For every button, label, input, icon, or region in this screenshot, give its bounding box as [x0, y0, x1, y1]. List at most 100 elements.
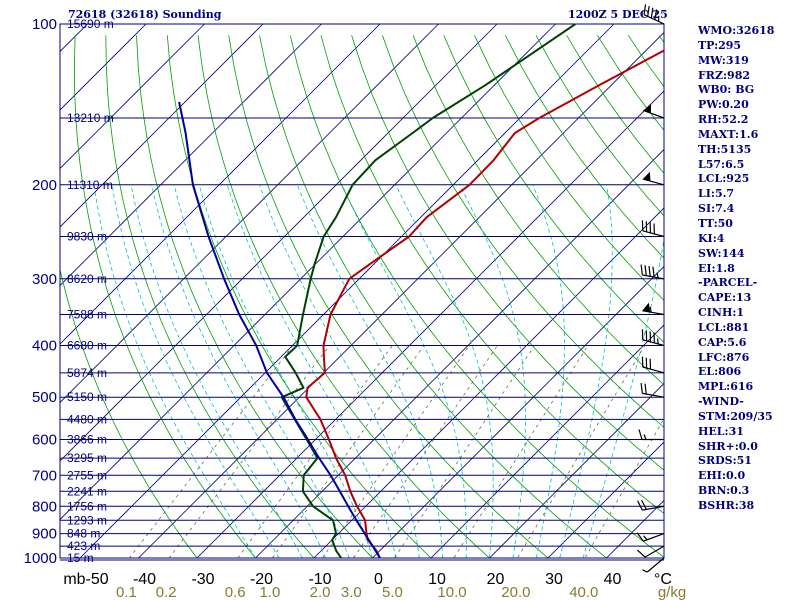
index-item: LFC:876 — [698, 350, 750, 364]
pressure-tick-label: 1000 — [24, 550, 57, 567]
mixing-ratio-label: 3.0 — [341, 584, 362, 600]
index-item: EI:1.8 — [698, 261, 735, 275]
plot-frame — [59, 23, 665, 559]
moist-adiabat — [151, 184, 327, 558]
isotherm-line — [196, 90, 664, 558]
mixing-ratio-label: 20.0 — [501, 584, 530, 600]
height-label: 423 m — [67, 539, 100, 553]
height-label: 8620 m — [67, 272, 107, 286]
barb-full — [649, 222, 652, 233]
dry-adiabat — [412, 35, 664, 386]
barb-full — [648, 265, 651, 277]
pressure-tick-label: 200 — [32, 177, 57, 194]
barb-half — [643, 434, 647, 440]
barb-full — [641, 220, 644, 231]
isotherm-line — [371, 265, 664, 558]
barb-shaft — [643, 533, 665, 542]
barb-full — [636, 549, 646, 558]
index-item: EL:806 — [698, 365, 742, 379]
height-label: 4480 m — [67, 412, 107, 426]
barb-full — [644, 383, 647, 395]
dry-adiabat — [320, 35, 664, 514]
temperature-tick-label: mb-50 — [63, 571, 108, 588]
height-label: 848 m — [67, 527, 100, 541]
dry-adiabat — [504, 35, 664, 259]
pressure-tick-label: 300 — [32, 271, 57, 288]
dry-adiabat — [228, 35, 549, 558]
mixing-ratio-line — [321, 345, 470, 558]
height-label: 1756 m — [67, 499, 107, 513]
barb-full — [643, 4, 647, 15]
mixing-ratio-label: 10.0 — [437, 584, 466, 600]
wind-barb — [641, 329, 665, 347]
dewpoint-line — [280, 24, 576, 558]
barb-shaft — [644, 545, 665, 558]
index-item: SI:7.4 — [698, 202, 735, 216]
barb-full — [645, 357, 648, 369]
height-label: 5874 m — [67, 366, 107, 380]
mixing-ratio-line — [516, 345, 646, 558]
barb-full — [641, 499, 647, 510]
index-item: CAP:5.6 — [698, 335, 747, 349]
index-item: TP:295 — [698, 38, 742, 52]
index-item: CINH:1 — [698, 306, 745, 320]
barb-shaft — [642, 366, 665, 374]
barb-full — [652, 266, 655, 278]
barb-full — [640, 382, 643, 394]
valid-time: 1200Z 5 DEC 25 — [568, 8, 668, 21]
barb-half — [642, 569, 648, 573]
barb-shaft — [646, 557, 665, 573]
barb-full — [644, 265, 647, 276]
pressure-tick-label: 500 — [32, 389, 57, 406]
pressure-tick-label: 700 — [32, 467, 57, 484]
height-label: 7588 m — [67, 308, 107, 322]
mixing-ratio-label: 5.0 — [382, 584, 403, 600]
parcel-line — [178, 101, 382, 558]
station-title: 72618 (32618) Sounding — [68, 8, 222, 21]
index-item: LI:5.7 — [698, 187, 735, 201]
moist-adiabat — [395, 184, 494, 558]
index-item: LCL:881 — [698, 320, 750, 334]
pressure-tick-label: 800 — [32, 498, 57, 515]
barb-half — [643, 535, 648, 541]
index-item: L57:6.5 — [698, 157, 745, 171]
index-item: MW:319 — [698, 53, 749, 67]
barb-full — [650, 7, 654, 19]
index-item: MPL:616 — [698, 380, 754, 394]
dry-adiabat — [73, 35, 257, 558]
temperature-line — [305, 49, 664, 558]
index-item: SRDS:51 — [698, 454, 752, 468]
height-label: 9830 m — [67, 230, 107, 244]
pressure-tick-label: 600 — [32, 432, 57, 449]
moist-adiabat — [93, 184, 256, 558]
barb-half — [657, 16, 660, 22]
wind-barb — [641, 220, 665, 238]
height-label: 15 m — [67, 551, 94, 565]
index-item: BSHR:38 — [698, 499, 755, 512]
barb-full — [641, 329, 644, 340]
height-label: 6680 m — [67, 339, 107, 353]
mixing-ratio-label: 0.1 — [116, 584, 137, 600]
wind-barb — [636, 545, 665, 558]
height-label: 5150 m — [67, 390, 107, 404]
index-item: MAXT:1.6 — [698, 127, 759, 141]
barb-full — [647, 5, 650, 17]
moist-adiabat — [532, 184, 565, 558]
barb-full — [645, 221, 648, 232]
index-item: WB0: BG — [698, 83, 755, 97]
wind-barb — [640, 264, 665, 280]
pressure-tick-label: 100 — [32, 16, 57, 33]
index-item: STM:209/35 — [698, 409, 773, 423]
temperature-tick-label: -40 — [133, 571, 156, 588]
moist-adiabat — [259, 184, 420, 558]
isotherm-line — [430, 324, 664, 558]
wind-barb — [638, 429, 664, 441]
indices-list: WMO:32618 TP:295 MW:319 FRZ:982 WB0: BG PW:0.… — [698, 24, 774, 514]
temperature-tick-label: 0 — [374, 571, 383, 588]
index-item: RH:52.2 — [698, 113, 749, 127]
isotherm-line — [79, 24, 615, 558]
index-item: -WIND- — [698, 395, 744, 409]
height-label: 2241 m — [67, 484, 107, 498]
